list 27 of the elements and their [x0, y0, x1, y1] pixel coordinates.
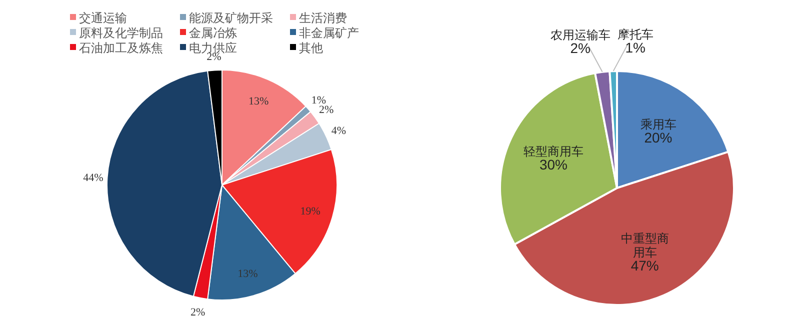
data-label: 19% [300, 206, 320, 218]
data-label: 44% [83, 172, 104, 184]
data-label: 2% [319, 104, 334, 116]
data-label: 30% [539, 156, 568, 172]
legend-label: 能源及矿物开采 [189, 11, 273, 26]
legend-label: 非金属矿产 [299, 26, 359, 40]
data-label: 13% [238, 268, 258, 280]
legend-label: 石油加工及炼焦 [79, 41, 163, 56]
data-label: 13% [248, 95, 269, 108]
legend-label: 交通运输 [79, 11, 127, 26]
slice-label: 轻型商用车 [523, 144, 584, 158]
data-label: 2% [190, 306, 206, 319]
data-label: 1% [625, 39, 646, 56]
slice-label: 农用运输车 [550, 28, 610, 42]
legend-label: 其他 [299, 41, 323, 56]
data-label: 20% [644, 129, 672, 146]
slice-label: 摩托车 [617, 27, 654, 42]
slice-label: 乘用车 [640, 117, 676, 132]
legend-label: 生活消费 [299, 11, 347, 26]
legend-label: 金属冶炼 [189, 26, 237, 40]
data-label: 1% [311, 94, 326, 107]
data-label: 47% [630, 258, 659, 274]
data-label: 4% [331, 124, 346, 137]
data-label: 2% [206, 51, 222, 64]
slice-label: 中重型商用车 [620, 232, 669, 260]
data-label: 2% [570, 40, 590, 56]
legend-label: 原料及化学制品 [79, 26, 163, 40]
